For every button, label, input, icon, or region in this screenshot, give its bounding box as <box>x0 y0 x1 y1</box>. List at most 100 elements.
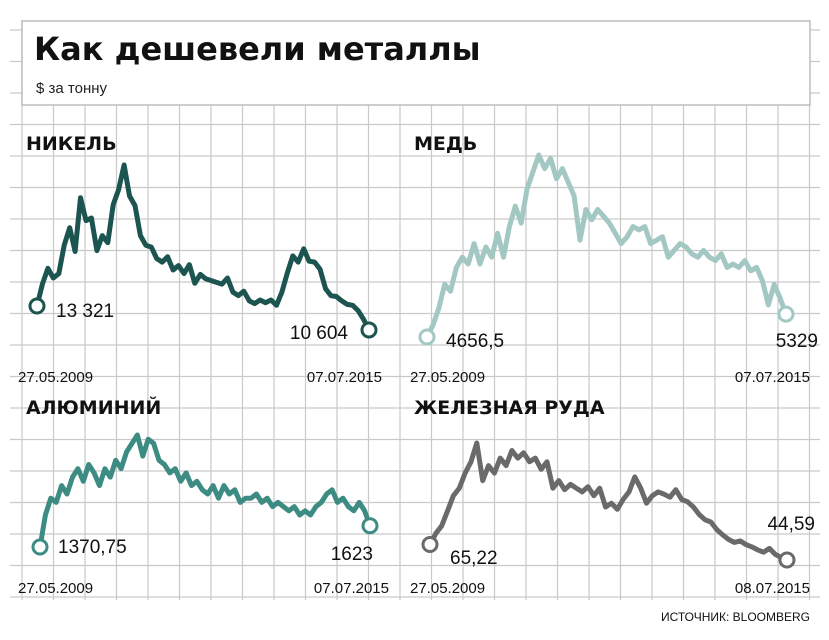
data-point <box>625 235 629 238</box>
data-point <box>260 501 263 504</box>
data-point <box>572 194 576 198</box>
data-point <box>177 264 180 267</box>
start-date-label: 27.05.2009 <box>410 369 485 386</box>
data-point <box>496 232 499 235</box>
end-marker <box>361 517 379 535</box>
data-point <box>264 301 267 304</box>
data-point <box>128 194 131 198</box>
data-point <box>608 221 611 225</box>
data-point <box>516 456 519 460</box>
data-point <box>320 501 323 504</box>
data-point <box>514 204 517 208</box>
data-point <box>141 454 144 458</box>
data-point <box>657 490 660 494</box>
data-point <box>231 290 235 294</box>
start-value-label: 13 321 <box>56 301 114 322</box>
data-point <box>147 438 150 441</box>
end-value-label: 44,59 <box>767 514 815 535</box>
data-point <box>461 256 464 259</box>
series-line <box>37 432 373 550</box>
data-point <box>325 492 328 496</box>
data-point <box>434 532 438 535</box>
start-date-label: 27.05.2009 <box>18 369 93 386</box>
start-value-label: 65,22 <box>450 548 498 569</box>
data-point <box>596 208 599 211</box>
data-point <box>144 244 148 247</box>
end-marker <box>777 305 795 323</box>
data-point <box>598 487 601 490</box>
chart-subtitle: $ за тонну <box>36 80 108 97</box>
data-point <box>555 177 558 180</box>
start-date-label: 27.05.2009 <box>18 580 93 597</box>
data-point <box>351 304 354 307</box>
data-point <box>275 304 278 307</box>
data-point <box>166 255 169 258</box>
data-point <box>549 157 552 160</box>
data-point <box>537 153 540 157</box>
data-point <box>71 475 74 479</box>
data-point <box>749 269 752 272</box>
data-point <box>204 277 207 280</box>
data-point <box>463 471 467 475</box>
data-point <box>362 318 365 321</box>
data-point <box>195 480 199 483</box>
data-point <box>540 468 543 471</box>
panel-title: НИКЕЛЬ <box>26 133 117 155</box>
start-marker <box>421 535 439 553</box>
data-point <box>702 249 705 252</box>
data-point <box>335 295 338 298</box>
data-point <box>217 497 220 500</box>
data-point <box>678 242 682 245</box>
data-point <box>136 433 139 437</box>
data-point <box>768 547 771 550</box>
data-point <box>455 266 458 269</box>
data-point <box>44 513 47 517</box>
data-point <box>269 298 273 302</box>
data-point <box>291 254 294 258</box>
data-point <box>293 505 296 508</box>
end-value-label: 10 604 <box>290 323 349 344</box>
data-point <box>57 272 60 275</box>
panel-0: НИКЕЛЬ 13 321 10 604 27.05.2009 07.07.2015 <box>18 133 382 386</box>
data-point <box>287 509 291 512</box>
data-point <box>651 494 654 497</box>
data-point <box>487 464 490 467</box>
data-point <box>112 203 115 206</box>
data-point <box>731 262 735 266</box>
data-point <box>358 501 361 504</box>
data-point <box>620 242 623 245</box>
data-point <box>696 256 699 259</box>
data-point <box>567 181 570 184</box>
data-point <box>452 494 455 497</box>
data-point <box>690 252 693 255</box>
data-point <box>584 208 588 211</box>
data-point <box>341 497 345 500</box>
data-point <box>49 497 52 500</box>
panel-3: ЖЕЛЕЗНАЯ РУДА 65,22 44,59 27.05.2009 08.07.2… <box>410 397 815 597</box>
data-point <box>330 488 334 491</box>
data-point <box>543 167 546 170</box>
data-point <box>774 553 777 556</box>
data-point <box>661 235 664 238</box>
data-point <box>662 493 666 496</box>
data-point <box>182 272 186 275</box>
data-point <box>604 505 607 509</box>
header-box <box>22 21 810 105</box>
data-point <box>226 276 229 280</box>
data-point <box>55 501 58 504</box>
data-point <box>649 242 652 245</box>
data-point <box>680 498 683 501</box>
data-point <box>481 479 484 482</box>
end-marker <box>778 551 796 569</box>
data-point <box>733 541 736 544</box>
data-point <box>188 263 191 266</box>
data-point <box>610 502 613 505</box>
data-point <box>174 467 177 470</box>
data-point <box>206 492 209 496</box>
data-point <box>286 271 289 274</box>
data-point <box>637 228 641 232</box>
series-line <box>427 440 790 563</box>
data-point <box>616 508 619 511</box>
data-point <box>253 302 256 305</box>
data-point <box>139 234 142 237</box>
